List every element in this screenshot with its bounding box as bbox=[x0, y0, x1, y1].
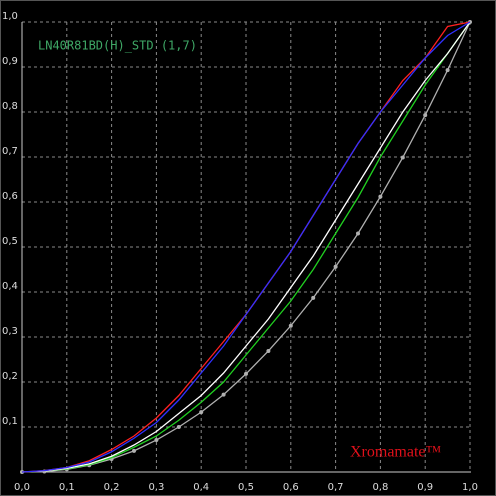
x-tick-label: 0,7 bbox=[328, 482, 344, 493]
y-tick-label: 0,1 bbox=[2, 416, 18, 427]
series-marker bbox=[423, 113, 428, 118]
y-tick-label: 0,7 bbox=[2, 146, 18, 157]
series-marker bbox=[378, 194, 383, 199]
series-marker bbox=[288, 323, 293, 328]
x-tick-label: 0,6 bbox=[283, 482, 299, 493]
series-marker bbox=[266, 348, 271, 353]
chart-title: LN40R81BD(H)_STD (1,7) bbox=[38, 39, 197, 53]
y-tick-label: 0,9 bbox=[2, 56, 18, 67]
x-tick-label: 0,4 bbox=[193, 482, 209, 493]
series-marker bbox=[176, 425, 181, 429]
x-tick-label: 0,2 bbox=[104, 482, 120, 493]
watermark: Xromamate™ bbox=[350, 444, 442, 461]
x-tick-label: 0,9 bbox=[417, 482, 433, 493]
series-marker bbox=[356, 231, 360, 236]
x-tick-label: 0,3 bbox=[148, 482, 164, 493]
series-marker bbox=[132, 448, 136, 453]
series-marker bbox=[154, 438, 159, 443]
y-tick-label: 0,8 bbox=[2, 101, 18, 112]
x-tick-label: 0,5 bbox=[238, 482, 254, 493]
series-marker bbox=[400, 155, 405, 160]
series-marker bbox=[221, 392, 226, 397]
series-line bbox=[21, 21, 471, 473]
series-marker bbox=[199, 410, 204, 415]
series-marker bbox=[244, 371, 248, 376]
x-tick-label: 0,8 bbox=[372, 482, 388, 493]
series-line bbox=[21, 21, 471, 473]
y-tick-label: 0,5 bbox=[2, 236, 18, 247]
x-tick-label: 1,0 bbox=[462, 482, 478, 493]
x-tick-label: 0,1 bbox=[59, 482, 75, 493]
x-tick-label: 0,0 bbox=[14, 482, 30, 493]
series-marker bbox=[333, 264, 338, 269]
series-line bbox=[21, 21, 471, 473]
series-marker bbox=[445, 68, 450, 73]
y-tick-label: 0,4 bbox=[2, 281, 18, 292]
y-tick-label: 0,3 bbox=[2, 326, 18, 337]
y-tick-label: 0,6 bbox=[2, 191, 18, 202]
y-tick-label: 1,0 bbox=[2, 11, 18, 22]
y-tick-label: 0,2 bbox=[2, 371, 18, 382]
series-marker bbox=[311, 295, 316, 300]
